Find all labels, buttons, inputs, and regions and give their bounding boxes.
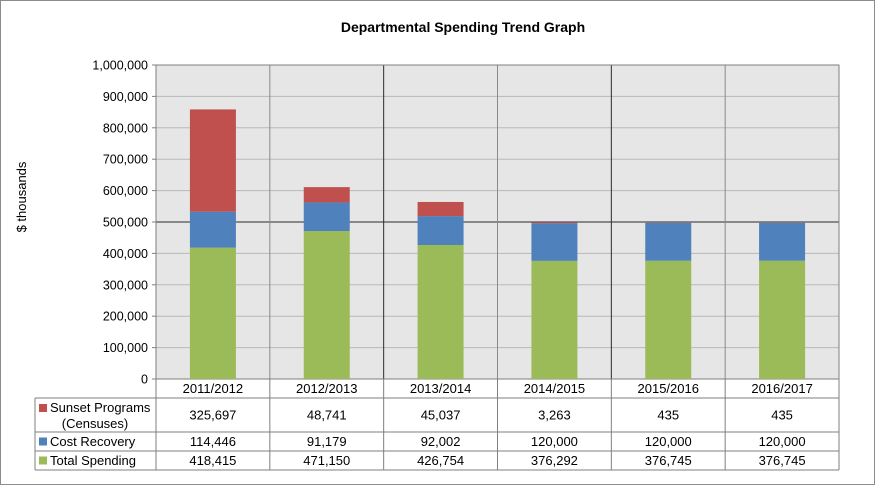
y-tick-label: 300,000 bbox=[103, 278, 148, 292]
legend-label-cost: Cost Recovery bbox=[50, 434, 136, 449]
y-tick-label: 900,000 bbox=[103, 90, 148, 104]
bar-total bbox=[190, 248, 236, 379]
table-cell-cost: 120,000 bbox=[531, 434, 578, 449]
bar-sunset bbox=[418, 202, 464, 216]
x-category-label: 2016/2017 bbox=[751, 381, 812, 396]
table-cell-sunset: 325,697 bbox=[189, 408, 236, 423]
table-cell-total: 376,292 bbox=[531, 453, 578, 468]
y-tick-label: 100,000 bbox=[103, 341, 148, 355]
legend-swatch-cost bbox=[39, 438, 47, 446]
table-cell-sunset: 435 bbox=[771, 408, 793, 423]
y-tick-label: 400,000 bbox=[103, 247, 148, 261]
legend-swatch-total bbox=[39, 457, 47, 465]
bar-cost bbox=[304, 202, 350, 231]
legend-label-total: Total Spending bbox=[50, 453, 136, 468]
bar-sunset bbox=[531, 222, 577, 223]
legend-swatch-sunset bbox=[39, 404, 47, 412]
x-category-label: 2012/2013 bbox=[296, 381, 357, 396]
y-tick-label: 500,000 bbox=[103, 216, 148, 230]
table-cell-sunset: 435 bbox=[657, 408, 679, 423]
y-tick-label: 0 bbox=[141, 373, 148, 387]
y-tick-label: 700,000 bbox=[103, 153, 148, 167]
legend-label-line: (Censuses) bbox=[62, 416, 128, 431]
bar-total bbox=[304, 231, 350, 379]
table-cell-total: 376,745 bbox=[759, 453, 806, 468]
table-cell-total: 471,150 bbox=[303, 453, 350, 468]
chart-title: Departmental Spending Trend Graph bbox=[341, 19, 585, 35]
y-tick-label: 200,000 bbox=[103, 310, 148, 324]
bar-sunset bbox=[190, 109, 236, 211]
table-cell-cost: 92,002 bbox=[421, 434, 461, 449]
bar-sunset bbox=[304, 187, 350, 202]
table-cell-total: 418,415 bbox=[189, 453, 236, 468]
bar-cost bbox=[190, 212, 236, 248]
table-cell-total: 376,745 bbox=[645, 453, 692, 468]
bar-total bbox=[531, 261, 577, 379]
table-cell-sunset: 45,037 bbox=[421, 408, 461, 423]
table-cell-cost: 91,179 bbox=[307, 434, 347, 449]
y-tick-label: 800,000 bbox=[103, 121, 148, 135]
table-cell-total: 426,754 bbox=[417, 453, 464, 468]
legend-label-line: Sunset Programs bbox=[50, 400, 151, 415]
bar-total bbox=[418, 245, 464, 379]
x-category-label: 2011/2012 bbox=[183, 381, 244, 396]
table-cell-cost: 120,000 bbox=[759, 434, 806, 449]
y-tick-label: 600,000 bbox=[103, 184, 148, 198]
bar-total bbox=[645, 261, 691, 379]
table-cell-cost: 120,000 bbox=[645, 434, 692, 449]
table-cell-sunset: 3,263 bbox=[538, 408, 571, 423]
bar-cost bbox=[645, 223, 691, 261]
bar-cost bbox=[418, 216, 464, 245]
bar-cost bbox=[531, 223, 577, 261]
x-category-label: 2015/2016 bbox=[638, 381, 699, 396]
bar-cost bbox=[759, 223, 805, 261]
y-tick-label: 1,000,000 bbox=[92, 59, 148, 73]
x-category-label: 2014/2015 bbox=[524, 381, 585, 396]
y-axis-label: $ thousands bbox=[14, 161, 29, 232]
bar-total bbox=[759, 261, 805, 379]
table-cell-sunset: 48,741 bbox=[307, 408, 347, 423]
x-category-label: 2013/2014 bbox=[410, 381, 471, 396]
table-cell-cost: 114,446 bbox=[190, 434, 236, 449]
